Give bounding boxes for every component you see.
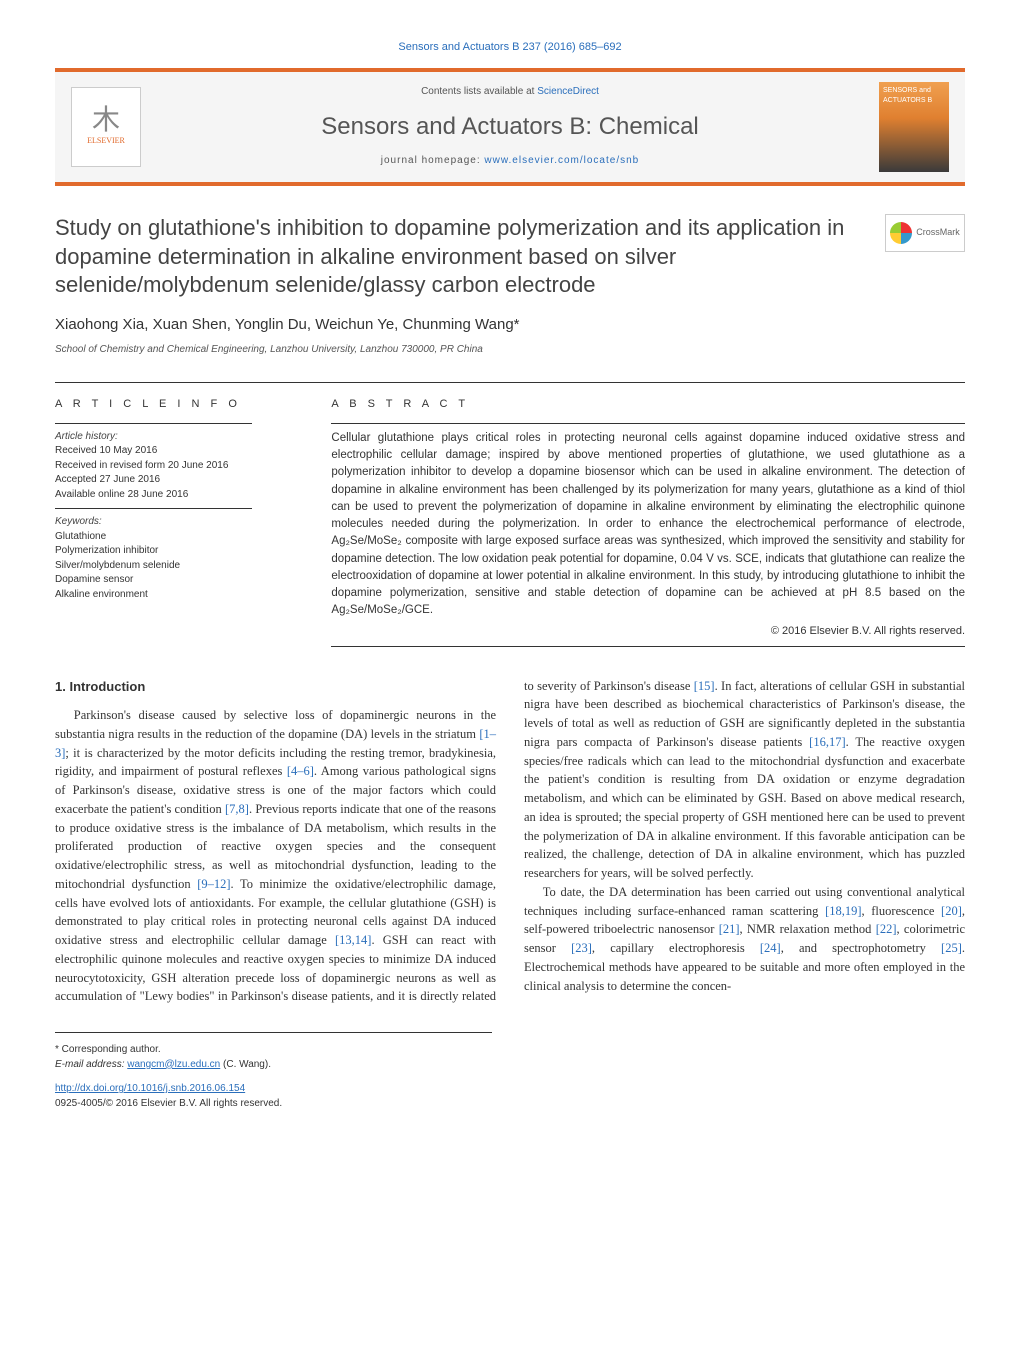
ref-link[interactable]: [21] [719, 922, 740, 936]
corresponding-author-note: * Corresponding author. [55, 1043, 492, 1058]
received-date: Received 10 May 2016 [55, 445, 157, 456]
keyword-2: Polymerization inhibitor [55, 545, 158, 556]
title-row: Study on glutathione's inhibition to dop… [55, 214, 965, 300]
ref-link[interactable]: [4–6] [287, 764, 314, 778]
doi-link[interactable]: http://dx.doi.org/10.1016/j.snb.2016.06.… [55, 1083, 245, 1094]
author-email-link[interactable]: wangcm@lzu.edu.cn [127, 1059, 220, 1070]
ref-link[interactable]: [20] [941, 904, 962, 918]
accepted-date: Accepted 27 June 2016 [55, 474, 160, 485]
history-label: Article history: [55, 431, 118, 442]
publisher-name: ELSEVIER [87, 135, 125, 147]
body-paragraph-2: To date, the DA determination has been c… [524, 883, 965, 996]
abstract-divider-top [331, 423, 965, 424]
keyword-1: Glutathione [55, 531, 106, 542]
abstract-column: A B S T R A C T Cellular glutathione pla… [331, 397, 965, 653]
cover-text: SENSORS and ACTUATORS B [883, 87, 932, 104]
contents-available-line: Contents lists available at ScienceDirec… [157, 85, 863, 100]
email-suffix: (C. Wang). [220, 1059, 271, 1070]
homepage-link[interactable]: www.elsevier.com/locate/snb [484, 155, 639, 166]
abstract-label: A B S T R A C T [331, 397, 965, 413]
journal-name: Sensors and Actuators B: Chemical [157, 110, 863, 145]
crossmark-label: CrossMark [916, 226, 960, 239]
keyword-3: Silver/molybdenum selenide [55, 560, 180, 571]
article-title: Study on glutathione's inhibition to dop… [55, 214, 865, 300]
keyword-4: Dopamine sensor [55, 574, 133, 585]
ref-link[interactable]: [18,19] [825, 904, 861, 918]
affiliation: School of Chemistry and Chemical Enginee… [55, 343, 965, 358]
email-line: E-mail address: wangcm@lzu.edu.cn (C. Wa… [55, 1058, 492, 1073]
journal-cover-thumbnail: SENSORS and ACTUATORS B [879, 82, 949, 172]
author-list: Xiaohong Xia, Xuan Shen, Yonglin Du, Wei… [55, 314, 965, 336]
crossmark-badge[interactable]: CrossMark [885, 214, 965, 252]
journal-reference-top: Sensors and Actuators B 237 (2016) 685–6… [55, 40, 965, 56]
contents-prefix: Contents lists available at [421, 86, 537, 97]
abstract-text: Cellular glutathione plays critical role… [331, 430, 965, 620]
ref-link[interactable]: [9–12] [197, 877, 230, 891]
online-date: Available online 28 June 2016 [55, 489, 188, 500]
section-heading-introduction: 1. Introduction [55, 677, 496, 697]
info-divider-top [55, 423, 252, 424]
ref-link[interactable]: [13,14] [335, 933, 371, 947]
crossmark-icon [890, 222, 912, 244]
homepage-prefix: journal homepage: [381, 155, 485, 166]
article-info-label: A R T I C L E I N F O [55, 397, 301, 413]
info-divider-mid [55, 508, 252, 509]
email-label: E-mail address: [55, 1059, 127, 1070]
keywords-label: Keywords: [55, 515, 301, 530]
ref-link[interactable]: [22] [876, 922, 897, 936]
sciencedirect-link[interactable]: ScienceDirect [537, 86, 599, 97]
abstract-copyright: © 2016 Elsevier B.V. All rights reserved… [331, 624, 965, 640]
abstract-divider-bottom [331, 646, 965, 647]
ref-link[interactable]: [16,17] [809, 735, 845, 749]
info-abstract-row: A R T I C L E I N F O Article history: R… [55, 382, 965, 653]
body-columns: 1. Introduction Parkinson's disease caus… [55, 677, 965, 1007]
keyword-5: Alkaline environment [55, 589, 148, 600]
footer-block: * Corresponding author. E-mail address: … [55, 1032, 492, 1111]
ref-link[interactable]: [23] [571, 941, 592, 955]
header-center: Contents lists available at ScienceDirec… [157, 85, 863, 169]
revised-date: Received in revised form 20 June 2016 [55, 460, 228, 471]
ref-link[interactable]: [7,8] [225, 802, 249, 816]
publisher-logo: ⽊ ELSEVIER [71, 87, 141, 167]
article-info-column: A R T I C L E I N F O Article history: R… [55, 397, 301, 653]
ref-link[interactable]: [25] [941, 941, 962, 955]
ref-link[interactable]: [15] [694, 679, 715, 693]
ref-link[interactable]: [24] [760, 941, 781, 955]
elsevier-tree-icon: ⽊ [92, 107, 120, 135]
journal-header-box: ⽊ ELSEVIER Contents lists available at S… [55, 68, 965, 186]
issn-copyright: 0925-4005/© 2016 Elsevier B.V. All right… [55, 1097, 492, 1112]
homepage-line: journal homepage: www.elsevier.com/locat… [157, 154, 863, 169]
